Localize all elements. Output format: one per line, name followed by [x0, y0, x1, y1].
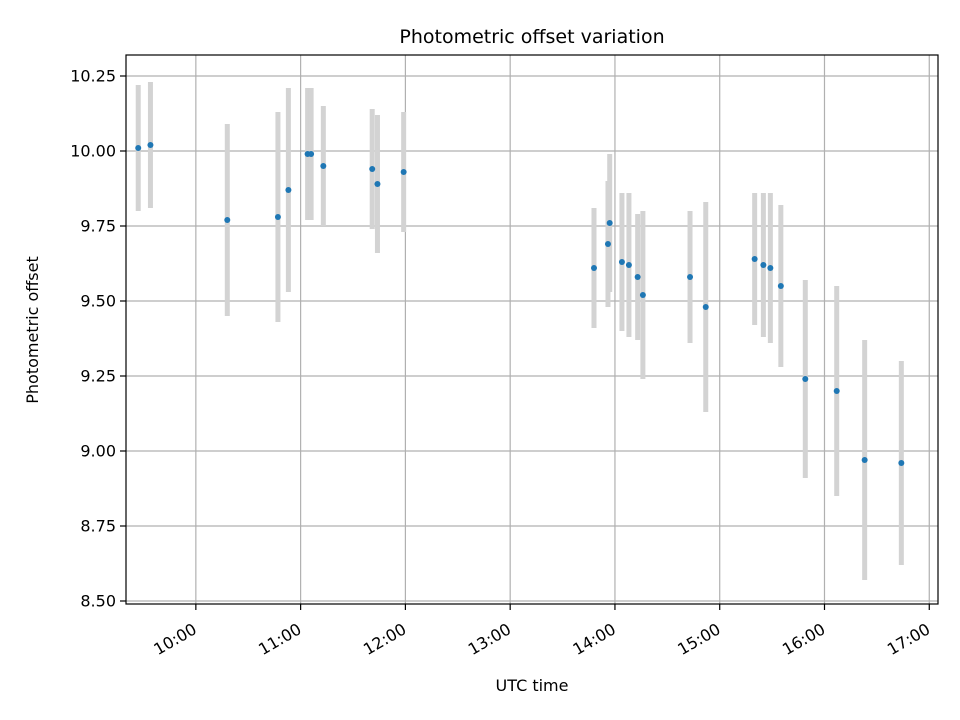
data-point [606, 220, 613, 226]
data-point [224, 217, 231, 223]
data-point [639, 292, 646, 298]
y-tick-label: 10.00 [70, 142, 116, 161]
data-point [400, 169, 407, 175]
data-point [604, 241, 611, 247]
grid [126, 55, 938, 604]
data-point [590, 265, 597, 271]
data-point [135, 145, 142, 151]
data-point [687, 274, 694, 280]
data-points [135, 142, 905, 466]
y-tick-label: 9.50 [80, 292, 116, 311]
data-point [274, 214, 281, 220]
data-point [777, 283, 784, 289]
data-point [369, 166, 376, 172]
data-point [308, 151, 315, 157]
y-axis-ticks: 8.50 8.75 9.00 9.25 9.50 9.75 10.00 10.25 [70, 67, 126, 611]
data-point [802, 376, 809, 382]
data-point [147, 142, 154, 148]
data-point [625, 262, 632, 268]
data-point [320, 163, 327, 169]
data-point [751, 256, 758, 262]
data-point [861, 457, 868, 463]
y-tick-label: 8.75 [80, 517, 116, 536]
data-point [285, 187, 292, 193]
y-axis-label: Photometric offset [23, 256, 42, 404]
data-point [374, 181, 381, 187]
y-tick-label: 9.00 [80, 442, 116, 461]
data-point [618, 259, 625, 265]
y-tick-label: 10.25 [70, 67, 116, 86]
chart-title: Photometric offset variation [399, 26, 664, 48]
data-point [767, 265, 774, 271]
data-point [760, 262, 767, 268]
data-point [833, 388, 840, 394]
x-axis-label: UTC time [496, 676, 569, 695]
data-point [702, 304, 709, 310]
y-tick-label: 8.50 [80, 592, 116, 611]
y-tick-label: 9.75 [80, 217, 116, 236]
data-point [634, 274, 641, 280]
data-point [898, 460, 905, 466]
y-tick-label: 9.25 [80, 367, 116, 386]
plot-frame [125, 54, 939, 605]
